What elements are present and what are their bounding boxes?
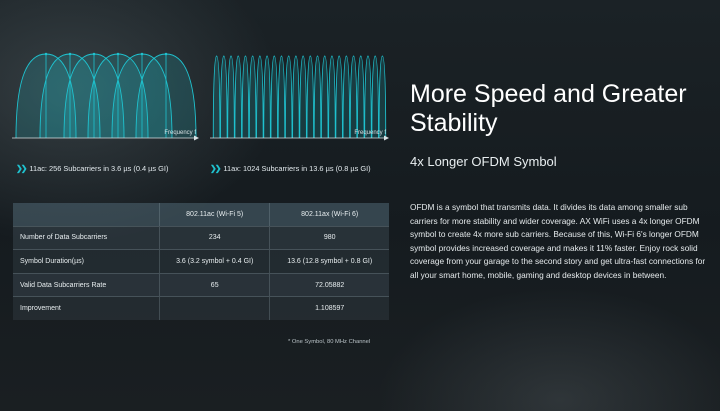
subcarrier-peak-dot <box>116 52 120 56</box>
subcarrier-chart-11ax: Frequency f <box>210 55 389 141</box>
subcarrier-curve <box>284 55 293 139</box>
row-value-ac <box>158 296 270 320</box>
subcarrier-curve <box>263 55 271 139</box>
table-row: Number of Data Subcarriers 234 980 <box>13 225 389 250</box>
subcarrier-curve <box>378 55 387 139</box>
axis-label: Frequency f <box>164 130 196 136</box>
caption-11ac-text: 11ac: 256 Subcarriers in 3.6 µs (0.4 µs … <box>29 164 169 173</box>
double-chevron-icon: ❯❯ <box>16 164 27 173</box>
row-label: Symbol Duration(µs) <box>13 249 160 274</box>
subcarrier-peak-dot <box>164 52 168 56</box>
axis-arrow-icon <box>384 135 389 141</box>
subcarrier-curve <box>227 55 235 139</box>
subcarrier-curve <box>277 55 286 139</box>
row-value-ax: 13.6 (12.8 symbol + 0.8 GI) <box>269 249 389 274</box>
double-chevron-icon: ❯❯ <box>210 164 221 173</box>
axis-arrow-icon <box>194 135 199 141</box>
subcarrier-curve <box>349 55 358 139</box>
subcarrier-chart-11ac: Frequency f <box>12 52 199 141</box>
subcarrier-curve <box>364 55 372 139</box>
row-value-ax: 1.108597 <box>269 296 389 320</box>
subcarrier-peak-dot <box>140 52 144 56</box>
row-value-ax: 72.05882 <box>269 272 389 297</box>
subcarrier-curve <box>313 55 322 139</box>
subcarrier-curve <box>248 55 257 139</box>
subcarrier-curve <box>299 55 307 139</box>
subcarrier-curve <box>212 55 221 139</box>
subcarrier-curve <box>306 55 315 139</box>
table-header-wifi6: 802.11ax (Wi-Fi 6) <box>269 203 389 227</box>
row-value-ac: 234 <box>158 225 270 250</box>
body-text: OFDM is a symbol that transmits data. It… <box>410 202 706 280</box>
subcarrier-curve <box>371 55 379 139</box>
caption-11ax: ❯❯ 11ax: 1024 Subcarriers in 13.6 µs (0.… <box>210 164 371 173</box>
table-row: Symbol Duration(µs) 3.6 (3.2 symbol + 0.… <box>13 249 389 274</box>
subcarrier-curve <box>256 55 264 139</box>
subcarrier-curve <box>357 55 365 139</box>
subcarrier-curve <box>328 55 336 139</box>
table-header-row: 802.11ac (Wi-Fi 5) 802.11ax (Wi-Fi 6) <box>13 203 389 227</box>
row-value-ac: 3.6 (3.2 symbol + 0.4 GI) <box>158 249 270 274</box>
caption-11ac: ❯❯ 11ac: 256 Subcarriers in 3.6 µs (0.4 … <box>16 164 168 173</box>
subcarrier-curve <box>270 55 279 139</box>
subcarrier-curve <box>335 55 343 139</box>
subcarrier-peak-dot <box>92 52 96 56</box>
subcarrier-curve <box>220 55 228 139</box>
page-title: More Speed and Greater Stability <box>410 80 687 137</box>
table-row: Valid Data Subcarriers Rate 65 72.05882 <box>13 272 389 297</box>
subcarrier-curve <box>241 55 250 139</box>
table-footnote: * One Symbol, 80 MHz Channel <box>288 339 371 345</box>
subcarrier-peak-dot <box>68 52 72 56</box>
subcarrier-peak-dot <box>44 52 48 56</box>
subcarrier-curve <box>342 55 351 139</box>
table-row: Improvement 1.108597 <box>13 296 389 320</box>
axis-label: Frequency f <box>354 130 386 136</box>
subcarrier-curve <box>234 55 242 139</box>
table-header-blank <box>13 203 160 227</box>
row-value-ax: 980 <box>269 225 389 250</box>
table-header-wifi5: 802.11ac (Wi-Fi 5) <box>158 203 270 227</box>
row-label: Improvement <box>13 296 160 320</box>
row-label: Valid Data Subcarriers Rate <box>13 272 160 297</box>
comparison-table: 802.11ac (Wi-Fi 5) 802.11ax (Wi-Fi 6) Nu… <box>13 203 389 320</box>
row-value-ac: 65 <box>158 272 270 297</box>
subcarrier-curve <box>292 55 300 139</box>
subcarrier-curve <box>320 55 329 139</box>
page-subtitle: 4x Longer OFDM Symbol <box>410 154 557 169</box>
caption-11ax-text: 11ax: 1024 Subcarriers in 13.6 µs (0.8 µ… <box>223 164 371 173</box>
row-label: Number of Data Subcarriers <box>13 225 160 250</box>
